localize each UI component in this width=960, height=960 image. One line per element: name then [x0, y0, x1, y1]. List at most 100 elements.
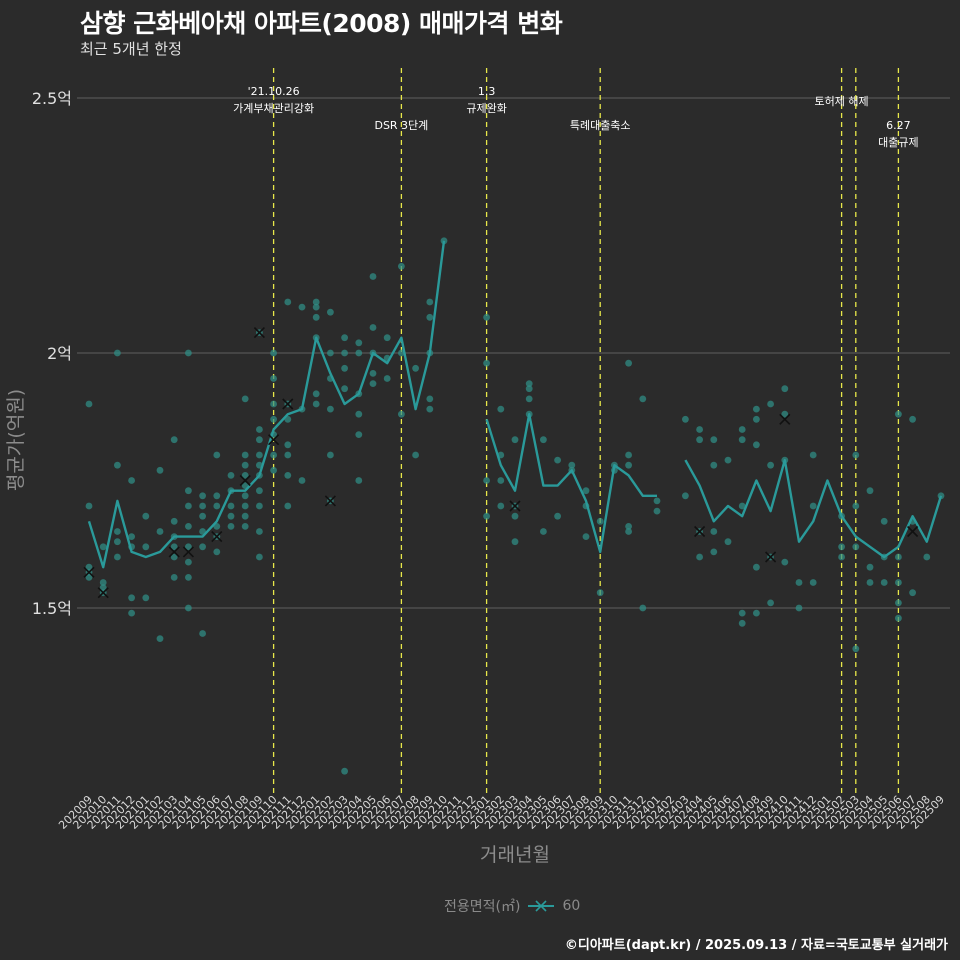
scatter-point	[312, 313, 320, 321]
scatter-point	[327, 451, 334, 459]
scatter-point	[170, 574, 178, 581]
scatter-point	[213, 548, 221, 556]
scatter-point	[284, 451, 292, 459]
scatter-point	[895, 614, 902, 622]
scatter-point	[582, 533, 590, 540]
scatter-point	[795, 604, 803, 612]
scatter-point	[227, 523, 235, 530]
scatter-point	[852, 645, 860, 653]
scatter-point	[114, 528, 121, 535]
scatter-point	[284, 441, 292, 449]
scatter-point	[85, 574, 93, 581]
scatter-point	[114, 553, 121, 561]
scatter-point	[767, 400, 774, 408]
scatter-point	[724, 538, 732, 546]
scatter-point	[341, 364, 348, 372]
scatter-point	[852, 451, 860, 459]
x-marker	[324, 495, 336, 507]
scatter-point	[753, 415, 760, 423]
scatter-point	[753, 609, 760, 617]
scatter-point	[639, 604, 647, 612]
x-marker	[282, 398, 294, 410]
scatter-point	[895, 553, 902, 561]
scatter-point	[625, 461, 632, 469]
scatter-point	[327, 349, 334, 357]
scatter-point	[738, 619, 746, 627]
scatter-point	[185, 502, 192, 510]
scatter-point	[270, 415, 277, 423]
scatter-point	[185, 349, 192, 357]
series-line-60	[87, 240, 446, 569]
scatter-point	[199, 492, 207, 500]
event-name-label: 토허제 해제	[815, 94, 869, 108]
scatter-point	[284, 298, 292, 306]
scatter-point	[170, 436, 178, 444]
scatter-point	[241, 523, 249, 530]
scatter-point	[241, 461, 249, 469]
scatter-point	[270, 451, 277, 459]
scatter-point	[99, 584, 107, 591]
scatter-point	[185, 604, 192, 612]
legend-label: 60	[562, 898, 581, 914]
scatter-point	[724, 456, 732, 464]
scatter-point	[241, 451, 249, 459]
scatter-point	[185, 574, 192, 581]
y-axis-label: 평균가(억원)	[5, 389, 27, 491]
scatter-point	[327, 308, 334, 316]
x-marker	[694, 525, 706, 538]
scatter-point	[909, 589, 916, 597]
x-marker	[239, 474, 251, 487]
scatter-point	[738, 436, 746, 444]
scatter-point	[312, 298, 320, 306]
average-line	[87, 240, 943, 569]
event-name-label: 대출규제	[878, 136, 918, 149]
scatter-point	[497, 477, 505, 484]
scatter-point	[909, 415, 916, 423]
event-date-label: '21.10.26	[248, 85, 300, 98]
scatter-point	[525, 385, 533, 393]
scatter-point	[128, 533, 136, 540]
scatter-point	[895, 599, 902, 607]
scatter-point	[582, 487, 590, 495]
x-marker	[907, 525, 919, 538]
scatter-point	[312, 303, 320, 311]
scatter-point	[369, 273, 377, 280]
scatter-point	[554, 512, 561, 520]
scatter-point	[114, 538, 121, 546]
scatter-point	[341, 767, 348, 775]
scatter-point	[256, 553, 263, 561]
scatter-point	[625, 528, 632, 535]
scatter-point	[753, 405, 760, 413]
scatter-point	[838, 553, 845, 561]
scatter-point	[653, 507, 661, 515]
scatter-point	[369, 324, 377, 331]
scatter-point	[525, 380, 533, 387]
scatter-point	[85, 563, 93, 571]
scatter-point	[880, 517, 888, 525]
scatter-point	[540, 528, 547, 535]
scatter-point	[838, 543, 845, 551]
x-marker	[168, 546, 180, 558]
scatter-point	[369, 370, 377, 377]
scatter-point	[156, 466, 164, 474]
scatter-point	[795, 579, 803, 586]
scatter-point	[199, 502, 207, 510]
scatter-point	[866, 487, 874, 495]
scatter-point	[426, 298, 434, 306]
scatter-point	[327, 405, 334, 413]
scatter-point	[880, 579, 888, 586]
scatter-point	[298, 477, 306, 484]
scatter-point	[923, 553, 931, 561]
scatter-point	[625, 523, 632, 530]
scatter-point	[284, 472, 292, 479]
event-name-label: 가계부채관리강화	[233, 102, 314, 115]
event-name-label: DSR 3단계	[374, 119, 428, 132]
scatter-point	[355, 477, 363, 484]
scatter-point	[852, 502, 860, 510]
scatter-point	[156, 635, 164, 642]
scatter-point	[128, 477, 136, 484]
scatter-point	[568, 461, 576, 469]
scatter-point	[114, 349, 121, 357]
scatter-point	[398, 410, 405, 418]
x-markers	[83, 327, 919, 599]
